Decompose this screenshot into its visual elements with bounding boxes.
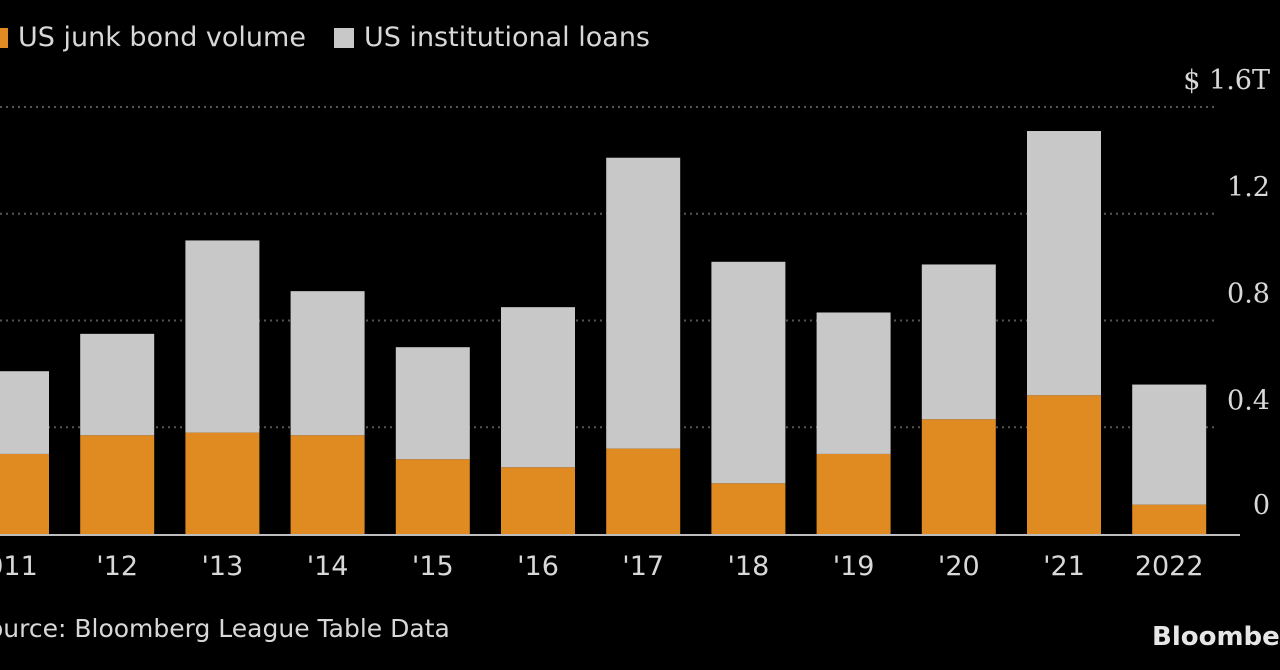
bar-junk-bond — [80, 435, 155, 534]
bar-institutional-loans — [1027, 131, 1101, 396]
x-tick-label: '13 — [202, 551, 244, 582]
bar-institutional-loans — [711, 261, 786, 484]
legend: US junk bond volume US institutional loa… — [0, 22, 678, 53]
bar-junk-bond — [711, 483, 786, 534]
legend-swatch-institutional-loans — [333, 27, 354, 48]
bar-institutional-loans — [1132, 384, 1207, 505]
bar-institutional-loans — [606, 157, 681, 449]
x-tick-label: 2022 — [1135, 551, 1204, 582]
x-tick-label: '14 — [307, 551, 349, 582]
bar-institutional-loans — [80, 333, 155, 436]
bar-junk-bond — [395, 459, 470, 534]
bar-institutional-loans — [816, 312, 891, 454]
legend-label-institutional-loans: US institutional loans — [363, 22, 650, 53]
bar-junk-bond — [0, 453, 49, 534]
x-tick-label: 011 — [0, 551, 38, 582]
bar-institutional-loans — [290, 291, 365, 436]
legend-swatch-junk-bond — [0, 27, 8, 48]
x-tick-label: '17 — [622, 551, 664, 582]
stacked-bar-chart: 011 '12 '13 '14 '15 '16 '17 '18 '19 '20 '21 2022 0 0.… — [0, 65, 1270, 582]
y-tick-label: 0.8 — [1227, 279, 1270, 310]
x-tick-label: '15 — [412, 551, 454, 582]
bar-institutional-loans — [395, 347, 470, 460]
bar-junk-bond — [1027, 395, 1101, 534]
x-tick-label: '12 — [96, 551, 138, 582]
x-tick-label: '18 — [728, 551, 770, 582]
x-tick-label: '16 — [517, 551, 559, 582]
y-tick-label: 0 — [1253, 490, 1270, 521]
x-tick-label: '20 — [938, 551, 980, 582]
y-tick-label: $ 1.6T — [1183, 65, 1270, 96]
x-tick-label: '19 — [833, 551, 875, 582]
bar-junk-bond — [816, 453, 891, 534]
legend-item-junk-bond: US junk bond volume — [0, 22, 306, 53]
bar-institutional-loans — [501, 307, 575, 468]
y-tick-label: 0.4 — [1227, 385, 1270, 416]
bar-institutional-loans — [921, 264, 996, 420]
legend-item-institutional-loans: US institutional loans — [333, 22, 650, 53]
x-tick-label: '21 — [1043, 551, 1085, 582]
bloomberg-logo: Bloomber — [1152, 622, 1280, 652]
bar-junk-bond — [606, 448, 681, 534]
bar-junk-bond — [185, 432, 260, 534]
y-tick-label: 1.2 — [1227, 172, 1270, 203]
source-note: ource: Bloomberg League Table Data — [0, 614, 450, 643]
bar-junk-bond — [290, 435, 365, 534]
bar-junk-bond — [921, 419, 996, 534]
bar-junk-bond — [501, 467, 575, 534]
bar-institutional-loans — [185, 240, 260, 433]
bar-junk-bond — [1132, 504, 1207, 534]
legend-label-junk-bond: US junk bond volume — [18, 22, 306, 53]
bar-institutional-loans — [0, 371, 49, 454]
